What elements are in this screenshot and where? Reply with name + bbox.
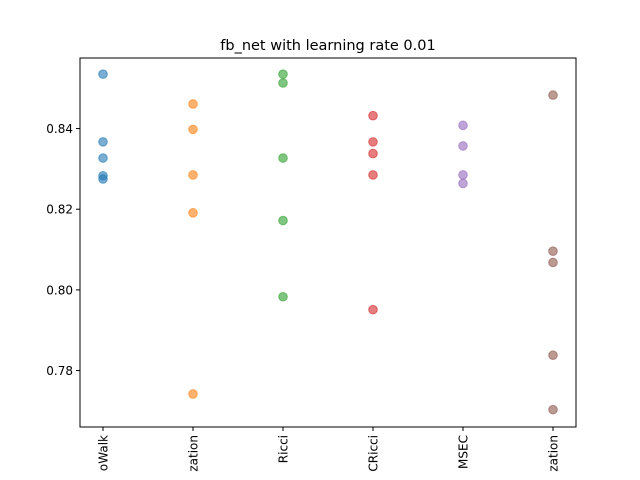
plot-frame: [79, 57, 577, 428]
x-tick-label: CRicci: [367, 435, 381, 472]
data-point: [458, 120, 468, 131]
data-point: [548, 257, 558, 268]
data-point: [188, 124, 198, 135]
series-2: [278, 69, 288, 302]
data-point: [458, 178, 468, 189]
y-tick-label: 0.84: [46, 122, 73, 136]
data-point: [368, 304, 378, 315]
data-point: [188, 208, 198, 218]
data-point: [368, 137, 378, 147]
chart-title: fb_net with learning rate 0.01: [220, 38, 435, 54]
data-point: [278, 291, 288, 302]
series-0: [98, 69, 108, 184]
series-1: [188, 99, 198, 399]
x-tick-label: oWalk: [97, 435, 111, 471]
data-point: [548, 246, 558, 256]
data-point: [458, 170, 468, 180]
data-point: [98, 153, 108, 163]
data-point: [368, 170, 378, 180]
series-4: [458, 120, 468, 189]
data-point: [278, 69, 288, 79]
data-point: [98, 137, 108, 147]
series-5: [548, 90, 558, 415]
data-point: [548, 90, 558, 100]
y-axis: 0.78 0.80 0.82 0.84: [46, 122, 80, 378]
x-tick-label: zation: [547, 435, 561, 472]
data-point: [98, 174, 108, 184]
data-point: [278, 215, 288, 226]
data-point: [458, 141, 468, 151]
data-point: [548, 404, 558, 415]
data-point: [98, 69, 108, 79]
data-point: [368, 148, 378, 159]
x-axis: oWalk zation Ricci CRicci MSEC zation: [97, 427, 561, 472]
y-tick-label: 0.80: [46, 283, 73, 297]
data-point: [188, 170, 198, 180]
data-point: [548, 350, 558, 361]
data-point: [278, 78, 288, 88]
y-tick-label: 0.78: [46, 364, 73, 378]
data-point: [188, 99, 198, 109]
y-tick-label: 0.82: [46, 203, 73, 217]
data-point: [278, 153, 288, 163]
x-tick-label: Ricci: [277, 435, 291, 463]
x-tick-label: MSEC: [457, 435, 471, 469]
data-point: [368, 110, 378, 121]
x-tick-label: zation: [187, 435, 201, 472]
series-3: [368, 110, 378, 315]
data-point: [188, 389, 198, 399]
data-points: [98, 69, 558, 415]
